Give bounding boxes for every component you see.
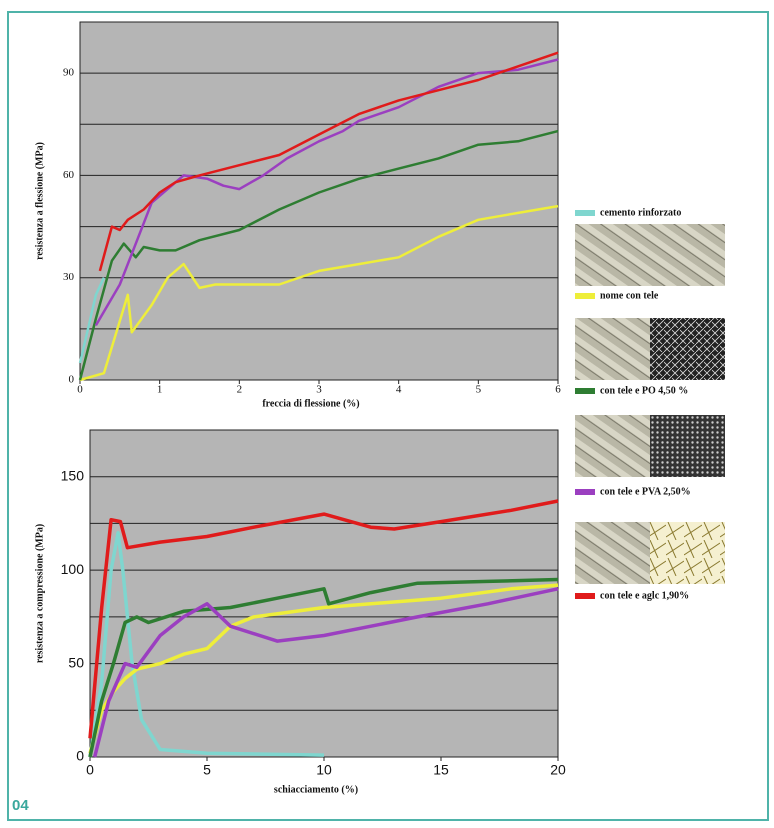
x-axis-label: schiacciamento (%) — [274, 784, 358, 795]
data-line — [98, 51, 559, 272]
legend-label: con tele e aglc 1,90% — [600, 590, 689, 601]
legend-label: con tele e PVA 2,50% — [600, 486, 691, 497]
figure-number: 04 — [12, 797, 29, 814]
data-line — [78, 277, 106, 364]
x-tick-label: 5 — [203, 762, 211, 778]
y-tick-label: 30 — [63, 271, 75, 283]
data-line — [88, 531, 325, 758]
data-line — [88, 577, 559, 758]
x-tick-label: 20 — [550, 762, 566, 778]
x-tick-label: 15 — [433, 762, 449, 778]
data-line — [79, 204, 559, 382]
x-tick-label: 3 — [316, 384, 322, 396]
legend-swatch — [575, 388, 595, 394]
data-line — [88, 499, 559, 739]
y-tick-label: 0 — [69, 374, 75, 386]
y-axis-label: resistenza a flessione (MPa) — [34, 142, 45, 260]
plot-area — [79, 21, 559, 381]
x-tick-label: 4 — [396, 384, 402, 396]
legend-label: cemento rinforzato — [600, 207, 681, 218]
legend-swatch — [575, 210, 595, 216]
x-tick-label: 0 — [86, 762, 94, 778]
x-tick-label: 1 — [157, 384, 163, 396]
x-tick-label: 0 — [77, 384, 83, 396]
legend-swatch — [575, 489, 595, 495]
y-tick-label: 100 — [61, 561, 85, 577]
x-tick-label: 2 — [237, 384, 243, 396]
x-tick-label: 6 — [555, 384, 561, 396]
legend-swatch — [575, 293, 595, 299]
frame — [7, 11, 769, 821]
y-tick-label: 50 — [68, 654, 84, 670]
legend-label: nome con tele — [600, 290, 659, 301]
y-axis-label: resistenza a compressione (MPa) — [34, 524, 45, 663]
x-tick-label: 5 — [476, 384, 482, 396]
y-tick-label: 150 — [61, 467, 85, 483]
y-tick-label: 90 — [63, 67, 75, 79]
legend-swatch — [575, 593, 595, 599]
legend-images — [575, 224, 725, 584]
x-tick-label: 10 — [316, 762, 332, 778]
legend-label: con tele e PO 4,50 % — [600, 385, 688, 396]
y-tick-label: 60 — [63, 169, 75, 181]
data-line — [93, 587, 559, 758]
data-line — [78, 129, 559, 381]
y-tick-label: 0 — [76, 748, 84, 764]
x-axis-label: freccia di flessione (%) — [262, 398, 359, 409]
